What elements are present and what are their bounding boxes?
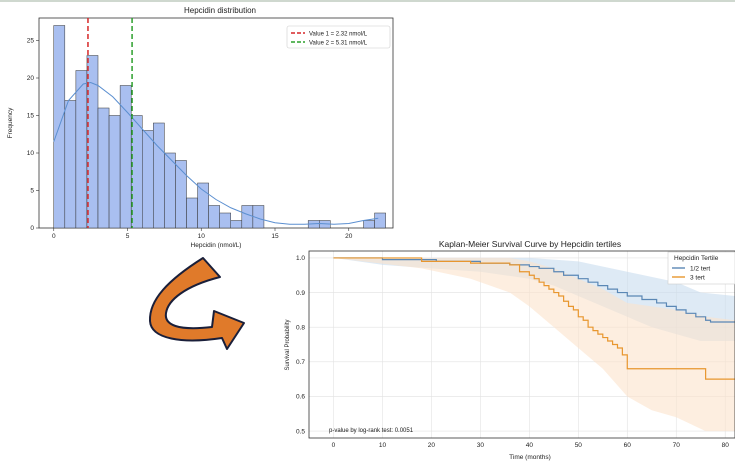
histogram-x-tick-label: 5 — [126, 233, 130, 240]
histogram-bar — [363, 220, 375, 229]
histogram-bar — [64, 100, 77, 229]
km-survival-line-series-2 — [333, 257, 735, 380]
histogram-y-tick-label: 10 — [27, 150, 35, 157]
km-legend-series-1-label: 1/2 tert — [690, 266, 710, 273]
km-x-tick-label: 70 — [673, 442, 681, 449]
histogram-x-tick-label: 20 — [345, 233, 353, 240]
histogram-legend: Value 1 = 2.32 nmol/L Value 2 = 5.31 nmo… — [286, 25, 391, 49]
km-ci-band-series-2 — [333, 257, 735, 432]
histogram-bar — [164, 152, 176, 229]
histogram-y-tick-label: 25 — [27, 38, 35, 45]
km-y-ticks: 0.5 0.6 0.7 0.8 0.9 1.0 — [296, 255, 305, 435]
km-ci-band-series-1 — [333, 257, 735, 342]
histogram-bar — [208, 205, 220, 229]
km-confidence-bands — [333, 257, 735, 432]
km-y-tick-label: 0.9 — [296, 290, 305, 297]
histogram-legend-box — [286, 25, 391, 49]
histogram-bar — [97, 107, 110, 229]
km-survival-lines — [333, 257, 735, 380]
histogram-bar — [219, 212, 231, 229]
histogram-y-tick-label: 0 — [30, 225, 34, 232]
histogram-bar — [186, 197, 198, 229]
histogram-bar — [241, 205, 254, 229]
legend-value-1-label: Value 1 = 2.32 nmol/L — [309, 32, 368, 38]
histogram-bar — [175, 160, 187, 229]
histogram-bar — [153, 122, 165, 229]
km-x-axis-label: Time (months) — [509, 454, 551, 461]
km-x-tick-label: 40 — [526, 442, 534, 449]
km-legend: Hepcidin Tertile 1/2 tert 3 tert — [667, 251, 735, 285]
histogram-bar — [230, 220, 243, 229]
km-x-tick-label: 30 — [477, 442, 485, 449]
histogram-bar — [75, 70, 88, 229]
km-legend-title: Hepcidin Tertile — [674, 255, 719, 262]
histogram-y-tick-label: 5 — [30, 188, 34, 195]
histogram-kde-curve — [53, 81, 379, 225]
histogram-bar — [374, 212, 386, 229]
km-plot-frame — [308, 250, 735, 439]
histogram-x-ticks: 0 5 10 15 20 — [52, 228, 353, 240]
histogram-bars — [53, 25, 386, 229]
km-y-tick-label: 0.5 — [296, 428, 305, 435]
histogram-title: Hepcidin distribution — [184, 6, 256, 15]
km-y-axis-label: Survival Probability — [285, 319, 291, 370]
km-x-tick-label: 20 — [428, 442, 436, 449]
histogram-x-tick-label: 15 — [271, 233, 279, 240]
km-chart: Kaplan-Meier Survival Curve by Hepcidin … — [285, 239, 735, 461]
km-pvalue-annotation: p-value by log-rank test: 0.0051 — [329, 428, 414, 434]
km-y-tick-label: 0.7 — [296, 359, 305, 366]
km-y-tick-label: 1.0 — [296, 255, 305, 262]
km-x-tick-label: 50 — [575, 442, 583, 449]
km-y-tick-label: 0.8 — [296, 324, 305, 331]
histogram-y-tick-label: 15 — [27, 113, 35, 120]
km-y-tick-label: 0.6 — [296, 394, 305, 401]
curved-arrow-icon — [148, 257, 245, 350]
histogram-bar — [130, 115, 143, 229]
page-top-divider — [0, 0, 735, 2]
km-title: Kaplan-Meier Survival Curve by Hepcidin … — [439, 239, 621, 249]
histogram-x-axis-label: Hepcidin (nmol/L) — [191, 242, 242, 249]
histogram-y-tick-label: 20 — [27, 75, 35, 82]
histogram-chart: Hepcidin distribution 0 5 10 15 20 0 5 10 15 20 2… — [7, 6, 394, 249]
histogram-x-tick-label: 10 — [198, 233, 206, 240]
histogram-bar — [108, 115, 121, 229]
histogram-bar — [142, 130, 154, 229]
km-x-tick-label: 0 — [332, 442, 336, 449]
histogram-y-ticks: 0 5 10 15 20 25 — [27, 38, 39, 232]
histogram-x-tick-label: 0 — [52, 233, 56, 240]
km-x-tick-label: 10 — [379, 442, 387, 449]
km-legend-series-2-label: 3 tert — [690, 275, 705, 282]
km-x-tick-label: 80 — [722, 442, 730, 449]
km-x-tick-label: 60 — [624, 442, 632, 449]
legend-value-2-label: Value 2 = 5.31 nmol/L — [309, 41, 368, 47]
histogram-y-axis-label: Frequency — [7, 107, 14, 138]
km-x-ticks: 0 10 20 30 40 50 60 70 80 — [332, 442, 730, 449]
